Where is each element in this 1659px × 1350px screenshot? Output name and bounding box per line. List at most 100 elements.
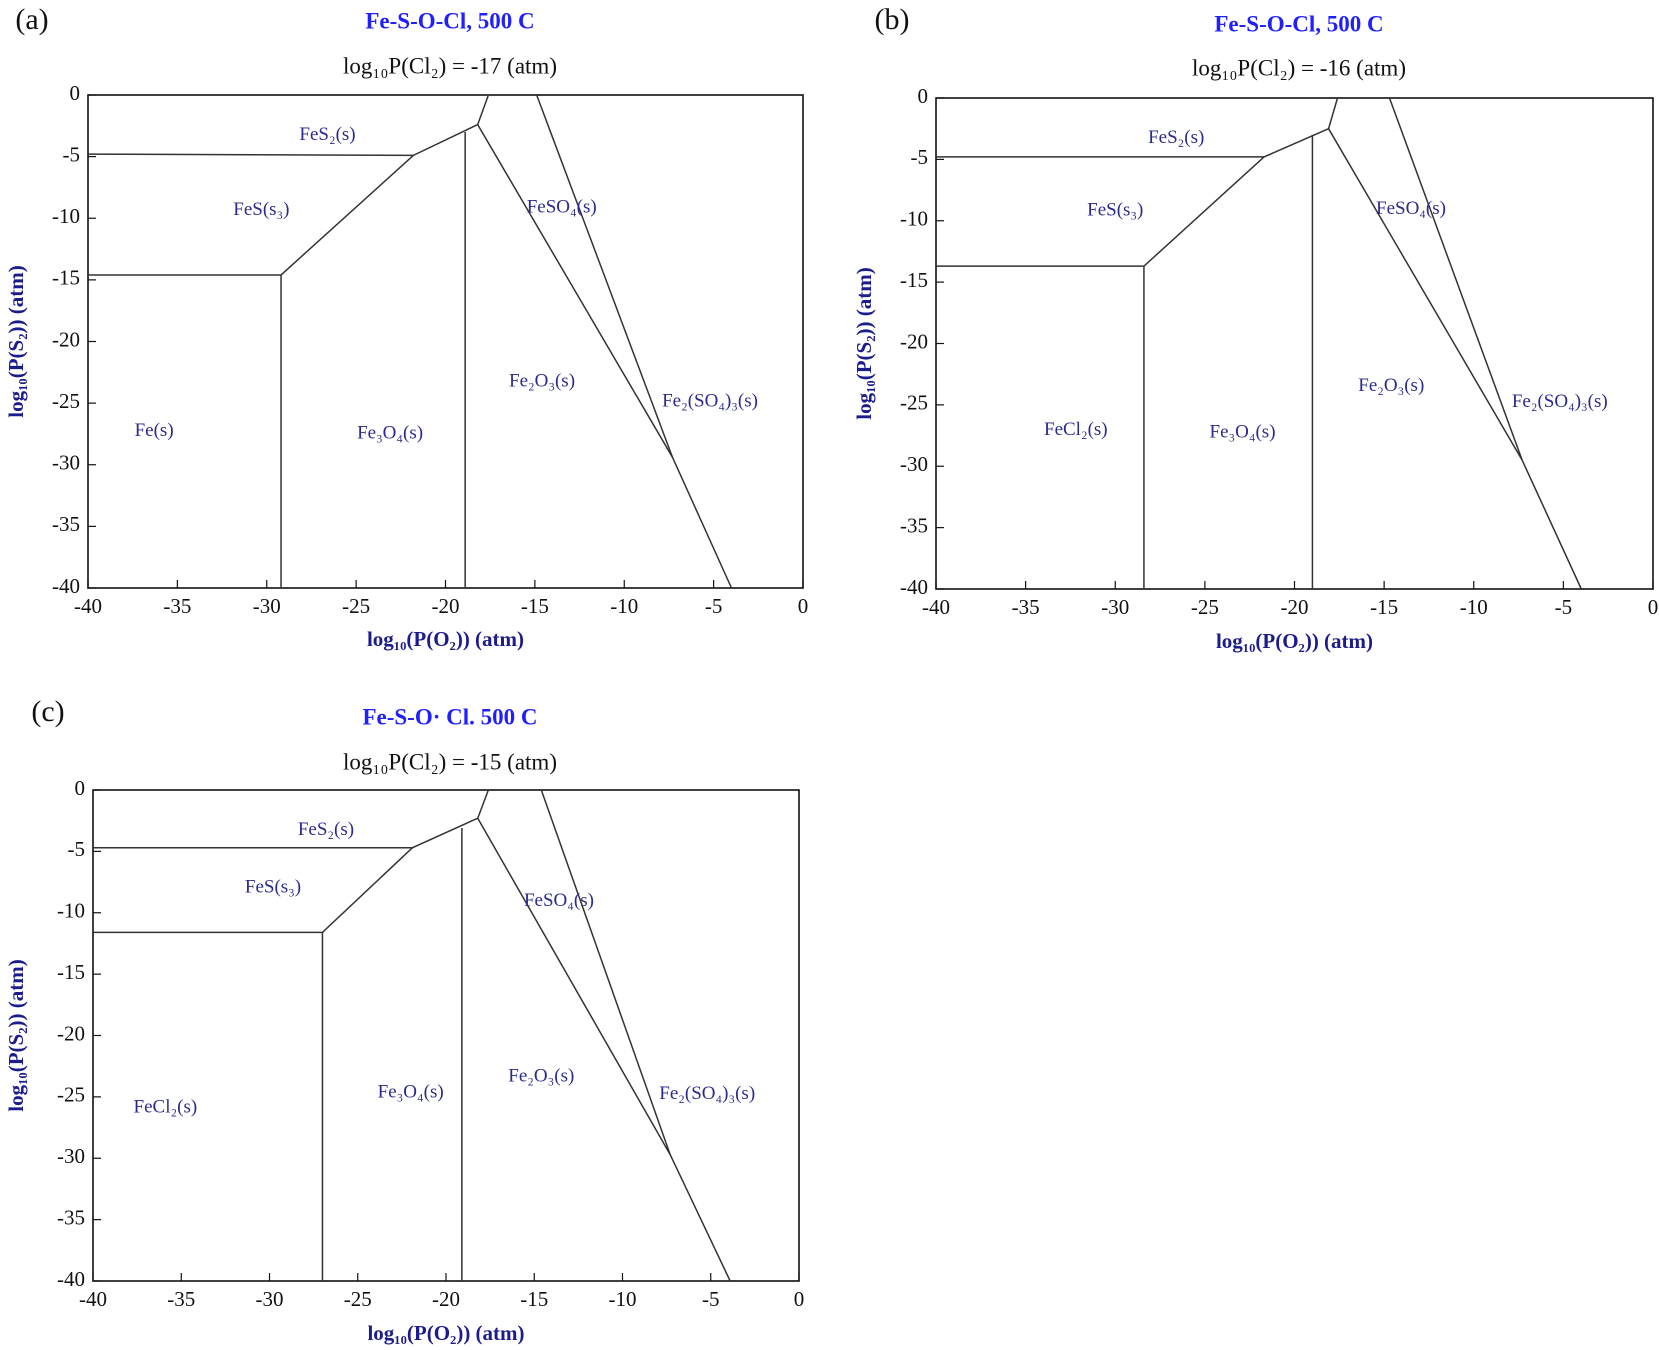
x-tick-label: -30 [1101, 595, 1129, 619]
x-tick-label: -25 [1191, 595, 1219, 619]
region-label: Fe₃O₄(s) [1210, 421, 1276, 442]
chart-subtitle: log₁₀P(Cl₂) = -16 (atm) [1192, 55, 1406, 80]
region-label: FeSO₄(s) [524, 890, 594, 911]
region-label: FeS₂(s) [299, 124, 355, 145]
y-tick-label: -40 [57, 1267, 85, 1291]
region-label: FeSO₄(s) [527, 197, 597, 218]
panel-label: (a) [15, 3, 48, 36]
x-tick-label: -5 [705, 594, 723, 618]
y-tick-label: -30 [52, 451, 80, 475]
region-label: FeSO₄(s) [1376, 198, 1446, 219]
x-tick-label: -35 [163, 594, 191, 618]
phase-boundary [1388, 97, 1523, 461]
x-tick-label: 0 [794, 1287, 805, 1311]
y-tick-label: 0 [75, 776, 86, 800]
region-label: FeS₂(s) [1148, 127, 1204, 148]
chart-subtitle: log₁₀P(Cl₂) = -17 (atm) [343, 53, 557, 78]
x-tick-label: -5 [702, 1287, 720, 1311]
phase-boundary [87, 94, 490, 157]
x-tick-label: -20 [432, 594, 460, 618]
x-tick-label: -15 [521, 594, 549, 618]
region-label: FeS(s₃) [245, 877, 301, 898]
y-tick-label: -25 [900, 391, 928, 415]
x-axis-label: log₁₀(P(O₂)) (atm) [367, 627, 524, 651]
plot-frame [935, 97, 1654, 590]
region-label: Fe₂(SO₄)₃(s) [659, 1083, 755, 1104]
y-tick-label: -35 [57, 1205, 85, 1229]
x-tick-label: -30 [253, 594, 281, 618]
region-label: FeCl₂(s) [1044, 419, 1108, 440]
region-label: Fe₂O₃(s) [509, 371, 575, 392]
panel-label: (c) [31, 695, 64, 728]
y-axis-label: log₁₀(P(S₂)) (atm) [4, 265, 28, 417]
y-tick-label: -20 [57, 1021, 85, 1045]
y-tick-label: -10 [57, 899, 85, 923]
x-tick-label: -30 [256, 1287, 284, 1311]
x-tick-label: -10 [1460, 595, 1488, 619]
y-tick-label: -40 [900, 575, 928, 599]
y-tick-label: -5 [911, 145, 929, 169]
region-label: FeS(s₃) [233, 199, 289, 220]
y-tick-label: -25 [52, 389, 80, 413]
phase-boundary [477, 817, 731, 1282]
region-label: FeCl₂(s) [134, 1096, 198, 1117]
phase-boundary [540, 789, 671, 1155]
panel-label: (b) [875, 3, 910, 36]
phase-boundary [936, 97, 1339, 158]
y-tick-label: -40 [52, 574, 80, 598]
region-label: Fe₃O₄(s) [357, 422, 423, 443]
chart-title: Fe-S-O-Cl, 500 C [365, 8, 534, 33]
x-axis-label: log₁₀(P(O₂)) (atm) [1216, 629, 1373, 653]
x-tick-label: 0 [1648, 595, 1659, 619]
x-tick-label: 0 [798, 594, 809, 618]
region-label: Fe₂(SO₄)₃(s) [662, 390, 758, 411]
phase-boundary [535, 94, 674, 458]
y-tick-label: -35 [900, 513, 928, 537]
y-tick-label: -25 [57, 1083, 85, 1107]
region-label: Fe₂O₃(s) [508, 1066, 574, 1087]
x-axis-label: log₁₀(P(O₂)) (atm) [367, 1321, 524, 1345]
y-tick-label: -35 [52, 512, 80, 536]
y-tick-label: -30 [900, 452, 928, 476]
y-axis-label: log₁₀(P(S₂)) (atm) [852, 267, 876, 419]
region-label: FeS(s₃) [1087, 199, 1143, 220]
y-tick-label: 0 [70, 81, 81, 105]
x-tick-label: -40 [922, 595, 950, 619]
phase-boundary [93, 789, 490, 849]
chart-subtitle: log₁₀P(Cl₂) = -15 (atm) [343, 749, 557, 774]
phase-boundary [477, 124, 733, 589]
chart-title: Fe-S-O· Cl. 500 C [362, 704, 537, 729]
x-tick-label: -15 [1370, 595, 1398, 619]
y-tick-label: -15 [57, 960, 85, 984]
x-tick-label: -35 [167, 1287, 195, 1311]
phase-boundary [1327, 128, 1582, 590]
y-tick-label: -20 [900, 329, 928, 353]
x-tick-label: -10 [610, 594, 638, 618]
region-label: Fe₂O₃(s) [1358, 375, 1424, 396]
x-tick-label: -40 [79, 1287, 107, 1311]
y-axis-label: log₁₀(P(S₂)) (atm) [4, 959, 28, 1111]
y-tick-label: 0 [918, 84, 929, 108]
region-label: FeS₂(s) [298, 819, 354, 840]
x-tick-label: -5 [1555, 595, 1573, 619]
region-label: Fe(s) [135, 420, 174, 441]
x-tick-label: -40 [74, 594, 102, 618]
region-label: Fe₃O₄(s) [378, 1082, 444, 1103]
y-tick-label: -20 [52, 327, 80, 351]
y-tick-label: -15 [52, 266, 80, 290]
chart-title: Fe-S-O-Cl, 500 C [1214, 11, 1383, 36]
y-tick-label: -30 [57, 1144, 85, 1168]
y-tick-label: -5 [63, 142, 81, 166]
region-label: Fe₂(SO₄)₃(s) [1512, 391, 1608, 412]
y-tick-label: -10 [900, 207, 928, 231]
x-tick-label: -20 [1281, 595, 1309, 619]
x-tick-label: -15 [520, 1287, 548, 1311]
y-tick-label: -10 [52, 204, 80, 228]
plot-frame [87, 94, 804, 589]
plot-frame [92, 789, 800, 1282]
y-tick-label: -5 [68, 837, 86, 861]
x-tick-label: -25 [344, 1287, 372, 1311]
x-tick-label: -20 [432, 1287, 460, 1311]
